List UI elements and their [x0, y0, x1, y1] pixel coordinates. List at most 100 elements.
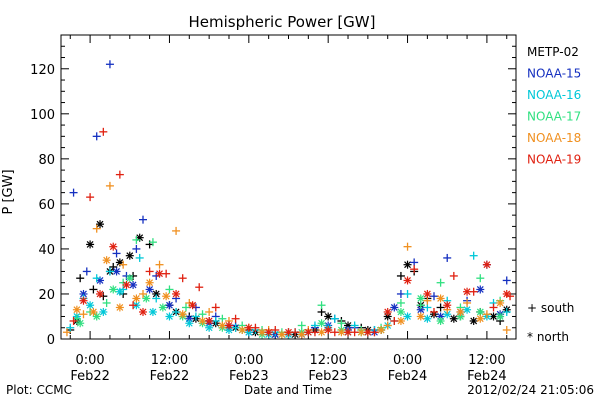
legend-entry: NOAA-18 — [527, 131, 581, 145]
y-axis: 0 20 40 60 80 100 120 — [30, 45, 516, 348]
south-point — [211, 303, 220, 312]
south-point — [92, 224, 101, 233]
south-point — [317, 301, 326, 310]
south-point — [139, 215, 148, 224]
north-point — [148, 307, 157, 316]
south-point — [112, 249, 121, 258]
north-point — [456, 307, 465, 316]
chart-title: Hemispheric Power [GW] — [189, 13, 376, 31]
x-tick-date-label: Feb22 — [150, 369, 190, 384]
south-point — [297, 321, 306, 330]
x-tick-time-label: 0:00 — [393, 353, 422, 368]
north-point — [132, 294, 141, 303]
south-point — [383, 321, 392, 330]
x-tick-time-label: 12:00 — [309, 353, 346, 368]
north-point — [476, 285, 485, 294]
south-point — [198, 310, 207, 319]
north-point — [96, 289, 105, 298]
north-point — [165, 301, 174, 310]
north-point — [86, 240, 95, 249]
south-point — [449, 271, 458, 280]
north-point — [324, 312, 333, 321]
north-point — [496, 312, 505, 321]
south-point — [172, 307, 181, 316]
north-point — [109, 242, 118, 251]
south-point — [350, 321, 359, 330]
north-point — [390, 303, 399, 312]
north-point — [89, 307, 98, 316]
north-point — [188, 301, 197, 310]
south-point — [416, 301, 425, 310]
south-point — [89, 285, 98, 294]
x-tick-time-label: 12:00 — [468, 353, 505, 368]
south-point — [390, 316, 399, 325]
south-point — [105, 267, 114, 276]
south-point — [218, 314, 227, 323]
north-point — [142, 294, 151, 303]
south-point — [403, 289, 412, 298]
north-point — [218, 321, 227, 330]
north-point — [403, 260, 412, 269]
marker-legend: + south * north — [527, 301, 574, 344]
north-point — [72, 305, 81, 314]
plot-area-frame — [60, 34, 517, 340]
north-point — [436, 294, 445, 303]
y-tick-label: 40 — [38, 243, 55, 258]
north-point — [79, 296, 88, 305]
south-point — [423, 296, 432, 305]
north-point — [482, 260, 491, 269]
south-point — [502, 325, 511, 334]
north-point — [99, 307, 108, 316]
south-point — [436, 278, 445, 287]
south-point — [109, 262, 118, 271]
north-point — [92, 312, 101, 321]
north-point — [109, 285, 118, 294]
plot-credit: Plot: CCMC — [6, 383, 72, 397]
south-point — [105, 60, 114, 69]
north-point — [344, 328, 353, 337]
north-point — [162, 292, 171, 301]
south-point — [231, 314, 240, 323]
south-point — [337, 319, 346, 328]
north-point — [238, 325, 247, 334]
north-point — [205, 316, 214, 325]
north-point — [396, 307, 405, 316]
south-point — [86, 193, 95, 202]
south-point — [403, 242, 412, 251]
legend-entry: METP-02 — [527, 45, 579, 59]
south-point — [463, 298, 472, 307]
north-point — [416, 305, 425, 314]
north-point — [139, 307, 148, 316]
north-point — [122, 280, 131, 289]
north-point — [297, 330, 306, 339]
north-point — [96, 220, 105, 229]
south-point — [148, 238, 157, 247]
south-point — [502, 307, 511, 316]
north-point — [125, 274, 134, 283]
north-point — [496, 298, 505, 307]
south-point — [115, 170, 124, 179]
north-point — [178, 310, 187, 319]
north-point — [86, 301, 95, 310]
north-point — [155, 269, 164, 278]
south-point — [317, 307, 326, 316]
plot-timestamp: 2012/02/24 21:05:06 — [467, 383, 594, 397]
south-point — [172, 226, 181, 235]
south-point — [396, 298, 405, 307]
south-point — [92, 274, 101, 283]
y-tick-label: 60 — [38, 198, 55, 213]
north-point — [145, 278, 154, 287]
south-point — [502, 276, 511, 285]
south-point — [178, 274, 187, 283]
y-tick-label: 0 — [47, 333, 55, 348]
x-tick-date-label: Feb23 — [308, 369, 348, 384]
marker-legend-entry: + south — [527, 301, 574, 315]
north-point — [476, 314, 485, 323]
legend-entry: NOAA-17 — [527, 110, 581, 124]
data-points — [62, 60, 515, 339]
south-point — [99, 127, 108, 136]
x-tick-date-label: Feb24 — [467, 369, 507, 384]
x-tick-time-label: 0:00 — [75, 353, 104, 368]
north-point — [304, 328, 313, 337]
north-point — [264, 328, 273, 337]
